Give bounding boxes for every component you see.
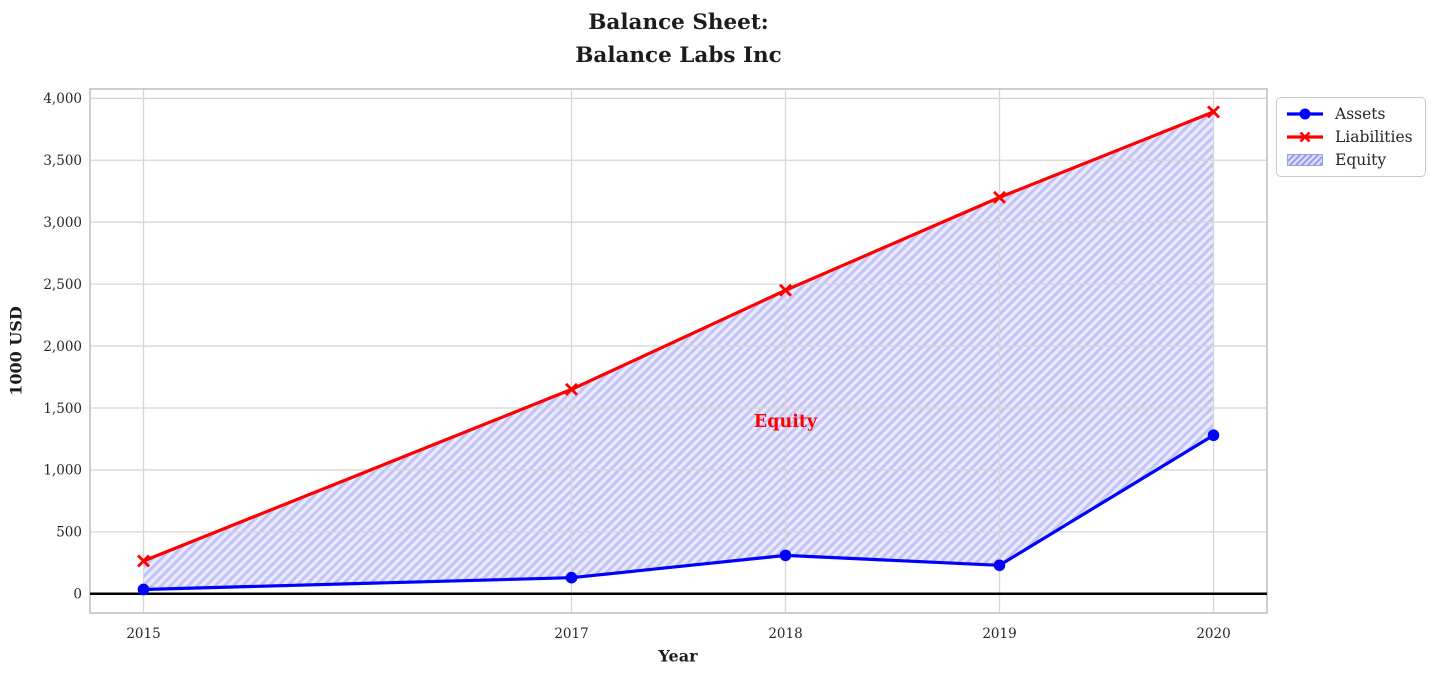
x-tick-label: 2020	[1196, 626, 1230, 642]
legend-item-equity[interactable]: Equity	[1285, 151, 1413, 169]
x-tick-label: 2018	[768, 626, 802, 642]
y-tick-label: 1,000	[43, 463, 82, 479]
assets-legend-swatch	[1287, 108, 1323, 120]
liabilities-legend-swatch	[1287, 131, 1323, 143]
assets-marker	[1207, 429, 1220, 442]
liabilities-legend-marker	[1299, 131, 1311, 143]
x-tick-label: 2019	[982, 626, 1016, 642]
plot-border	[89, 88, 1268, 614]
liabilities-marker	[1207, 105, 1220, 119]
legend-item-assets[interactable]: Assets	[1285, 105, 1413, 123]
y-tick-label: 500	[56, 525, 82, 541]
assets-marker	[779, 549, 792, 562]
liabilities-marker	[137, 554, 150, 568]
assets-marker	[137, 583, 150, 596]
liabilities-marker	[779, 283, 792, 297]
y-tick-label: 0	[73, 587, 82, 603]
legend-item-liabilities[interactable]: Liabilities	[1285, 128, 1413, 146]
legend-label-equity: Equity	[1335, 151, 1387, 169]
assets-marker	[993, 559, 1006, 572]
legend-label-liabilities: Liabilities	[1335, 128, 1413, 146]
assets-marker	[565, 571, 578, 584]
y-tick-label: 3,000	[43, 215, 82, 231]
chart-title-line-2: Balance Labs Inc	[575, 43, 782, 68]
y-tick-label: 1,500	[43, 401, 82, 417]
liabilities-marker	[993, 190, 1006, 204]
y-tick-label: 2,500	[43, 277, 82, 293]
assets-legend-marker	[1299, 108, 1311, 120]
x-tick-label: 2015	[126, 626, 160, 642]
equity-annotation: Equity	[753, 411, 818, 432]
liabilities-marker	[565, 382, 578, 396]
y-tick-label: 2,000	[43, 339, 82, 355]
x-tick-label: 2017	[554, 626, 588, 642]
chart-title: Balance Sheet: Balance Labs Inc	[90, 6, 1267, 72]
equity-area-hatch	[143, 111, 1214, 590]
legend-label-assets: Assets	[1335, 105, 1386, 123]
legend: Assets Liabilities Equity	[1276, 97, 1426, 177]
y-axis-label: 1000 USD	[6, 306, 26, 396]
x-axis-label: Year	[658, 646, 698, 666]
equity-legend-patch	[1287, 154, 1323, 166]
equity-legend-swatch	[1287, 154, 1323, 166]
y-tick-label: 3,500	[43, 153, 82, 169]
y-tick-label: 4,000	[43, 91, 82, 107]
chart-title-line-1: Balance Sheet:	[588, 10, 769, 35]
